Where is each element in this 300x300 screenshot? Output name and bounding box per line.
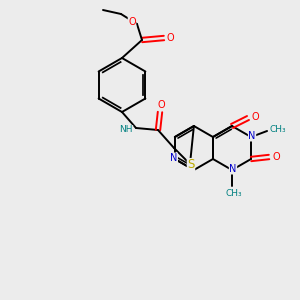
Text: S: S xyxy=(187,158,195,172)
Text: O: O xyxy=(272,152,280,162)
Text: N: N xyxy=(170,153,178,163)
Text: N: N xyxy=(229,164,237,174)
Text: O: O xyxy=(157,100,165,110)
Text: NH: NH xyxy=(119,125,133,134)
Text: O: O xyxy=(128,17,136,27)
Text: CH₃: CH₃ xyxy=(270,124,286,134)
Text: O: O xyxy=(251,112,259,122)
Text: CH₃: CH₃ xyxy=(226,190,242,199)
Text: N: N xyxy=(248,131,256,141)
Text: O: O xyxy=(166,33,174,43)
